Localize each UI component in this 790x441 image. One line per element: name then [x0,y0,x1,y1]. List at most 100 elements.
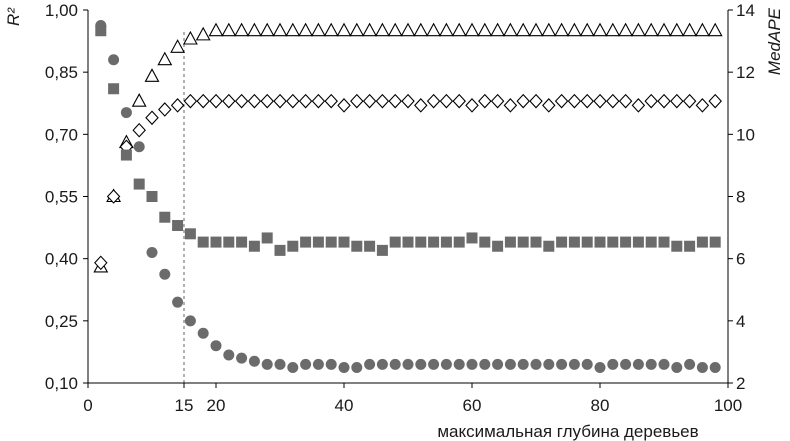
triangle-marker [566,22,582,37]
circle-marker [671,361,683,373]
triangle-marker [131,93,147,107]
square-marker [594,236,606,248]
triangle-marker [682,22,698,37]
square-marker [530,236,542,248]
diamond-marker [490,93,505,109]
triangle-marker [605,22,621,37]
triangle-marker [528,22,544,37]
square-marker [709,236,721,248]
circle-marker [389,358,401,370]
circle-marker [530,358,542,370]
square-marker [248,240,260,252]
diamond-marker [94,255,108,271]
circle-marker [696,361,708,373]
triangle-marker [221,22,237,37]
diamond-marker [350,93,364,109]
diamond-marker [337,98,351,113]
square-marker [696,236,708,248]
square-marker [287,240,299,252]
diamond-marker [401,93,415,109]
diamond-marker [106,189,121,204]
circle-marker [581,358,593,370]
triangle-marker [413,22,429,37]
square-marker [556,236,568,248]
square-marker [428,236,440,248]
circle-marker [325,358,337,370]
circle-marker [312,358,324,370]
square-marker [479,236,491,248]
diamond-marker [478,93,492,109]
x-tick-label: 100 [714,396,742,415]
circle-marker [492,358,504,370]
square-marker [415,236,427,248]
diamond-marker [298,93,313,109]
triangle-marker [707,22,723,37]
circle-marker [133,141,145,153]
circle-marker [504,358,516,370]
square-marker [440,236,452,248]
triangle-marker [554,22,570,37]
diamond-marker [311,93,326,109]
diamond-marker [580,93,594,109]
circle-marker [351,361,363,373]
diamond-marker [426,93,441,109]
triangle-marker [272,22,288,37]
circle-marker [261,358,273,370]
triangle-marker [426,22,442,37]
triangle-marker [246,22,262,37]
diamond-marker [286,93,300,109]
triangle-marker [694,22,710,37]
square-marker [210,236,222,248]
diamond-marker [439,93,454,109]
circle-marker [453,358,465,370]
triangle-marker [362,22,378,37]
triangle-marker [234,22,250,37]
triangle-marker [515,22,531,37]
diamond-marker [273,93,287,109]
triangle-marker [592,22,608,37]
circle-marker [632,358,644,370]
y-left-tick-label: 0,10 [45,374,78,393]
circle-marker [95,20,107,32]
triangle-marker [285,22,301,37]
y-right-tick-label: 10 [736,125,755,144]
circle-marker [594,361,606,373]
circle-marker [607,358,619,370]
x-axis-title: максимальная глубина деревьев [437,422,698,441]
square-marker [543,240,555,252]
circle-marker [645,358,657,370]
square-marker [236,236,248,248]
square-marker [376,244,388,256]
circle-marker [108,54,120,66]
diamond-marker [657,93,671,109]
circle-marker [172,296,184,308]
triangle-marker [374,22,390,37]
triangle-marker [451,22,467,37]
circle-marker [159,268,171,280]
diamond-marker [567,93,582,109]
triangle-marker [669,22,685,37]
circle-marker [415,358,427,370]
circle-marker [146,246,158,258]
square-marker [172,220,184,232]
diamond-marker [388,93,402,109]
square-marker [453,236,465,248]
triangle-marker [336,22,352,37]
triangle-marker [656,22,672,37]
square-marker [684,240,696,252]
square-marker [568,236,580,248]
triangle-marker [630,22,646,37]
triangle-marker [349,22,365,37]
square-marker [389,236,401,248]
circle-marker [248,355,260,367]
x-tick-label: 80 [591,396,610,415]
circle-marker [287,361,299,373]
square-marker [632,236,644,248]
tick-marks-group [83,9,733,388]
circle-marker [568,358,580,370]
square-marker [671,240,683,252]
triangle-marker [298,22,314,37]
square-marker [402,236,414,248]
diamond-marker [670,93,684,109]
